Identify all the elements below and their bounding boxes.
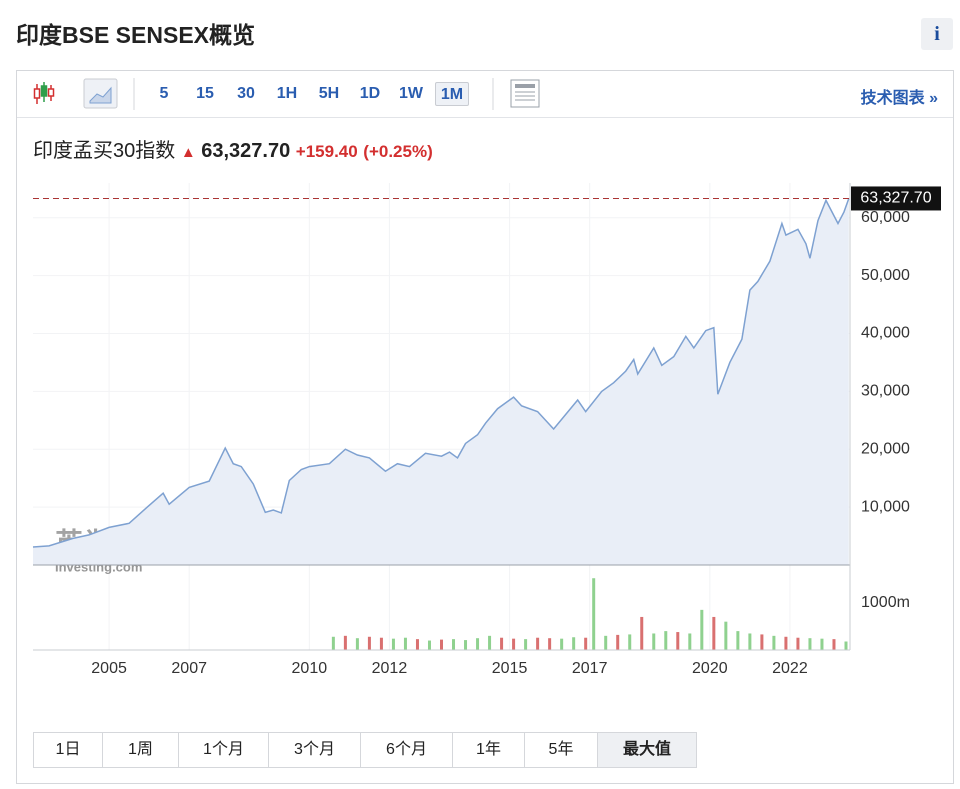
range-button[interactable]: 最大值 [598, 733, 696, 767]
interval-button[interactable]: 30 [237, 85, 255, 102]
volume-bar [464, 640, 468, 650]
volume-bar [724, 621, 728, 650]
change-percent: (+0.25%) [363, 142, 433, 161]
volume-bar [427, 640, 431, 650]
volume-bar [652, 633, 656, 650]
volume-bar [343, 635, 347, 650]
volume-bar [476, 638, 480, 650]
volume-bar [367, 636, 371, 650]
volume-bar [331, 636, 335, 650]
range-button[interactable]: 6个月 [361, 733, 453, 767]
last-price-box [851, 186, 941, 211]
area-icon-shape [89, 86, 112, 104]
volume-bar [355, 638, 359, 650]
volume-bar [592, 578, 596, 650]
volume-bar [664, 631, 668, 650]
price: 63,327.70 [201, 140, 291, 162]
volume-bar [512, 638, 516, 650]
table-icon[interactable] [510, 79, 540, 108]
quote-row: 印度孟买30指数 ▲ 63,327.70 +159.40 (+0.25%) [33, 134, 433, 163]
price-line [32, 198, 850, 548]
volume-bar [712, 616, 716, 650]
volume-bar [560, 638, 564, 650]
x-tick-label: 2012 [372, 660, 408, 677]
range-button[interactable]: 5年 [525, 733, 598, 767]
volume-bar [760, 634, 764, 650]
range-button[interactable]: 3个月 [269, 733, 361, 767]
x-tick-label: 2007 [171, 660, 207, 677]
volume-bar [391, 638, 395, 650]
volume-bar [616, 634, 620, 650]
candle-icon[interactable] [33, 82, 55, 104]
interval-button[interactable]: 15 [196, 85, 214, 102]
volume-bar [820, 638, 824, 650]
x-tick-label: 2015 [492, 660, 528, 677]
volume-bar [452, 639, 456, 650]
interval-button[interactable]: 1D [359, 85, 381, 102]
page-title: 印度BSE SENSEX概览 [16, 22, 255, 48]
interval-button[interactable]: 1M [435, 82, 469, 106]
volume-bar [628, 634, 632, 650]
interval-button[interactable]: 5 [159, 85, 169, 102]
area-icon[interactable] [83, 78, 118, 109]
volume-bar [844, 641, 848, 650]
toolbar [17, 71, 953, 118]
volume-bar [784, 636, 788, 650]
volume-bar [604, 635, 608, 650]
interval-button[interactable]: 1H [276, 85, 298, 102]
volume-bar [572, 637, 576, 650]
x-tick-label: 2022 [772, 660, 808, 677]
volume-bar [403, 637, 407, 650]
volume-bar [832, 639, 836, 650]
change: +159.40 [295, 142, 358, 161]
volume-bar [640, 616, 644, 650]
volume-bar [748, 633, 752, 650]
y-tick-label: 50,000 [861, 267, 910, 284]
range-button[interactable]: 1个月 [179, 733, 269, 767]
range-button[interactable]: 1年 [453, 733, 525, 767]
volume-bar [379, 637, 383, 650]
volume-bar [524, 639, 528, 650]
volume-bar [488, 635, 492, 650]
volume-bar [688, 633, 692, 650]
range-button[interactable]: 1周 [103, 733, 179, 767]
volume-bar [415, 639, 419, 650]
y-tick-label: 30,000 [861, 383, 910, 400]
volume-bar [584, 637, 588, 650]
volume-bar [736, 631, 740, 650]
x-tick-label: 2020 [692, 660, 728, 677]
volume-bar [440, 639, 443, 650]
up-arrow: ▲ [180, 144, 196, 161]
volume-bar [548, 638, 552, 650]
volume-bar [808, 638, 812, 650]
price-area [33, 198, 849, 565]
volume-bar [700, 609, 704, 650]
volume-bar [500, 637, 504, 650]
last-price-label: 63,327.70 [860, 190, 931, 207]
y-tick-label: 60,000 [861, 209, 910, 226]
y-tick-label: 10,000 [861, 498, 910, 515]
volume-bar [676, 632, 680, 650]
x-tick-label: 2005 [91, 660, 127, 677]
chart-panel [16, 70, 954, 784]
volume-tick-label: 1000m [861, 594, 910, 611]
interval-button[interactable]: 5H [318, 85, 340, 102]
volume-bar [796, 637, 800, 650]
x-tick-label: 2017 [572, 660, 608, 677]
interval-button[interactable]: 1W [399, 85, 423, 102]
range-bar: 1日 1周 1个月 3个月 6个月 1年 5年 最大值 [33, 732, 697, 768]
volume-bar [772, 635, 776, 650]
info-button[interactable]: i [921, 18, 953, 50]
x-tick-label: 2010 [292, 660, 328, 677]
y-tick-label: 20,000 [861, 440, 910, 457]
index-name: 印度孟买30指数 [33, 140, 176, 162]
y-tick-label: 40,000 [861, 325, 910, 342]
range-button[interactable]: 1日 [34, 733, 103, 767]
technical-chart-link[interactable]: 技术图表 » [860, 90, 938, 107]
volume-bar [536, 637, 540, 650]
